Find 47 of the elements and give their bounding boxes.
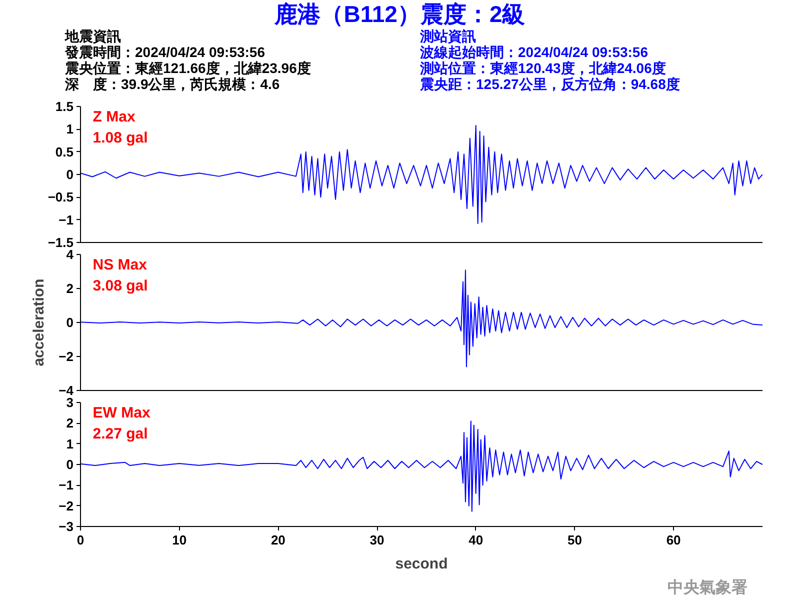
y-tick-label: −3 (58, 519, 74, 534)
text: 地震資訊 (65, 28, 121, 44)
y-tick-label: 0.5 (55, 144, 74, 160)
y-tick-label: 0 (66, 315, 74, 330)
annotation: Z Max (92, 108, 136, 126)
x-tick-label: 60 (666, 532, 681, 548)
y-tick-label: 1 (66, 122, 74, 137)
y-tick-label: 4 (66, 247, 74, 262)
text: 測站位置：東經120.43度，北緯24.06度 (420, 60, 666, 76)
y-tick-label: 0 (66, 457, 74, 472)
text: 中央氣象署 (668, 578, 748, 596)
y-tick-label: −2 (58, 349, 74, 364)
x-axis-title: second (395, 556, 448, 572)
y-tick-label: −1 (58, 478, 74, 493)
y-tick-label: −1.5 (48, 235, 74, 250)
y-tick-label: −1 (58, 212, 74, 228)
text: 測站資訊 (420, 28, 476, 44)
x-tick-label: 20 (270, 532, 286, 548)
y-tick-label: 3 (66, 395, 74, 410)
text: 震央位置：東經121.66度，北緯23.96度 (65, 60, 311, 76)
y-tick-label: 1.5 (55, 99, 74, 114)
y-tick-label: −4 (58, 383, 74, 398)
x-tick-label: 40 (468, 532, 484, 548)
annotation: NS Max (92, 256, 148, 274)
y-axis-title: acceleration (30, 278, 48, 366)
annotation: EW Max (92, 404, 151, 422)
chart-title: 鹿港（B112）震度：2級 (273, 0, 526, 28)
y-tick-label: 2 (66, 416, 74, 431)
y-tick-label: 2 (66, 281, 74, 296)
text: 波線起始時間：2024/04/24 09:53:56 (420, 44, 648, 60)
y-tick-label: −2 (58, 498, 74, 514)
annotation: 2.27 gal (92, 426, 148, 442)
line-series (80, 125, 762, 224)
text: 深 度：39.9公里，芮氏規模：4.6 (65, 76, 280, 92)
x-tick-label: 10 (172, 532, 187, 548)
line-series (80, 270, 762, 368)
annotation: 3.08 gal (92, 278, 148, 294)
annotation: 1.08 gal (92, 130, 148, 146)
y-tick-label: 0 (66, 167, 74, 182)
text: 發震時間：2024/04/24 09:53:56 (65, 44, 265, 60)
x-tick-label: 30 (370, 532, 384, 548)
y-tick-label: 1 (66, 436, 74, 452)
text: 震央距：125.27公里，反方位角：94.68度 (420, 76, 680, 92)
y-tick-label: −0.5 (48, 190, 74, 205)
x-tick-label: 0 (76, 532, 84, 548)
x-tick-label: 50 (567, 532, 582, 548)
line-series (80, 420, 762, 512)
